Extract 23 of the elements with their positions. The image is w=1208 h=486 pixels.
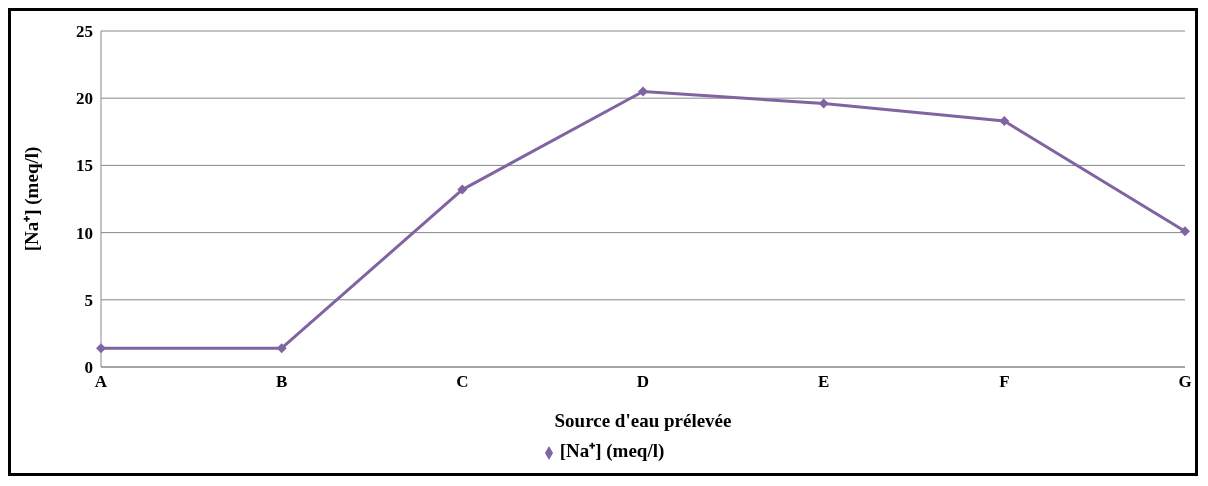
point	[999, 116, 1010, 127]
x-tick-label: D	[636, 372, 650, 392]
point	[818, 98, 829, 109]
x-tick-label: E	[817, 372, 830, 392]
x-tick-label: F	[999, 372, 1010, 392]
x-tick-label: B	[275, 372, 288, 392]
x-tick-label: A	[94, 372, 108, 392]
y-tick-label: 15	[76, 156, 93, 176]
point	[457, 184, 468, 195]
x-tick-label: G	[1178, 372, 1192, 392]
point	[638, 86, 648, 97]
y-axis-title: [Na⁺] (meq/l)	[20, 146, 43, 252]
legend-label: [Na⁺] (meq/l)	[559, 440, 665, 461]
y-tick-label: 20	[76, 89, 93, 109]
point	[276, 343, 287, 354]
x-axis-title: Source d'eau prélevée	[554, 410, 732, 431]
y-tick-label: 25	[76, 22, 93, 42]
point	[1180, 226, 1190, 237]
x-tick-label: C	[456, 372, 469, 392]
y-tick-label: 10	[76, 223, 93, 243]
point	[96, 343, 106, 354]
y-tick-label: 5	[84, 290, 93, 310]
y-tick-label: 0	[84, 358, 93, 378]
